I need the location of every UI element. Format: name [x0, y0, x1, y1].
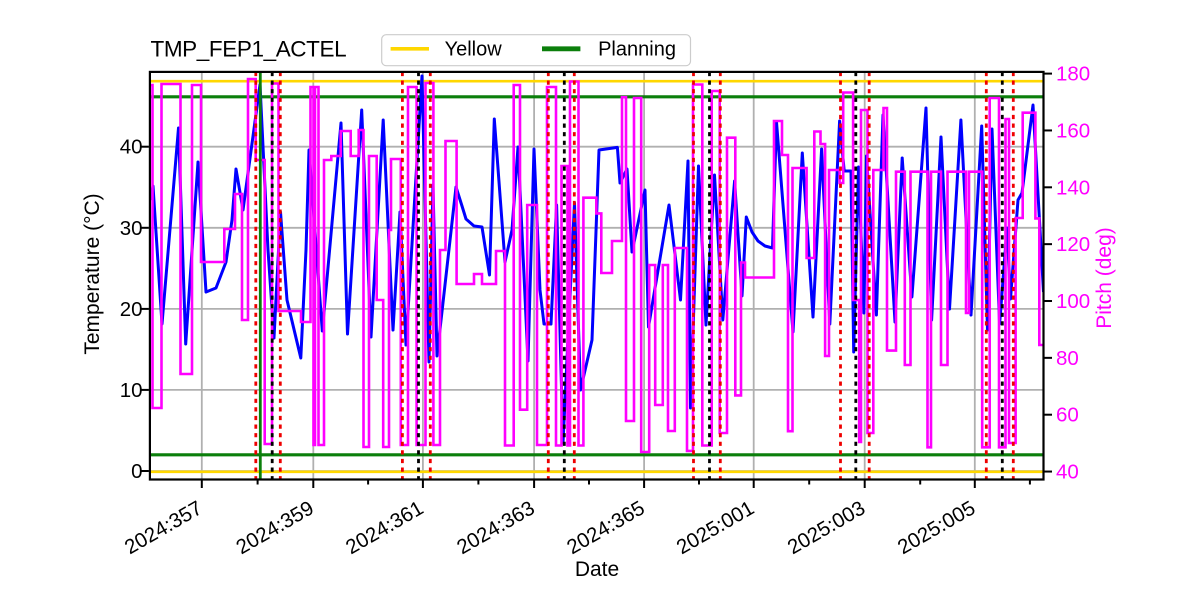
svg-text:TMP_FEP1_ACTEL: TMP_FEP1_ACTEL [151, 37, 347, 62]
svg-text:Yellow: Yellow [445, 39, 503, 61]
svg-text:Pitch (deg): Pitch (deg) [1093, 227, 1116, 329]
svg-text:140: 140 [1056, 176, 1090, 199]
svg-text:80: 80 [1056, 347, 1079, 370]
svg-text:40: 40 [120, 136, 143, 159]
svg-text:30: 30 [120, 217, 143, 240]
svg-text:100: 100 [1056, 290, 1090, 313]
svg-text:40: 40 [1056, 461, 1079, 484]
svg-text:20: 20 [120, 298, 143, 321]
svg-text:180: 180 [1056, 63, 1090, 86]
svg-text:120: 120 [1056, 233, 1090, 256]
svg-text:0: 0 [131, 460, 142, 483]
svg-text:Date: Date [575, 558, 619, 581]
svg-text:10: 10 [120, 379, 143, 402]
svg-text:Temperature (°C): Temperature (°C) [81, 193, 104, 354]
svg-text:160: 160 [1056, 119, 1090, 142]
svg-text:60: 60 [1056, 404, 1079, 427]
svg-text:Planning: Planning [598, 39, 676, 61]
